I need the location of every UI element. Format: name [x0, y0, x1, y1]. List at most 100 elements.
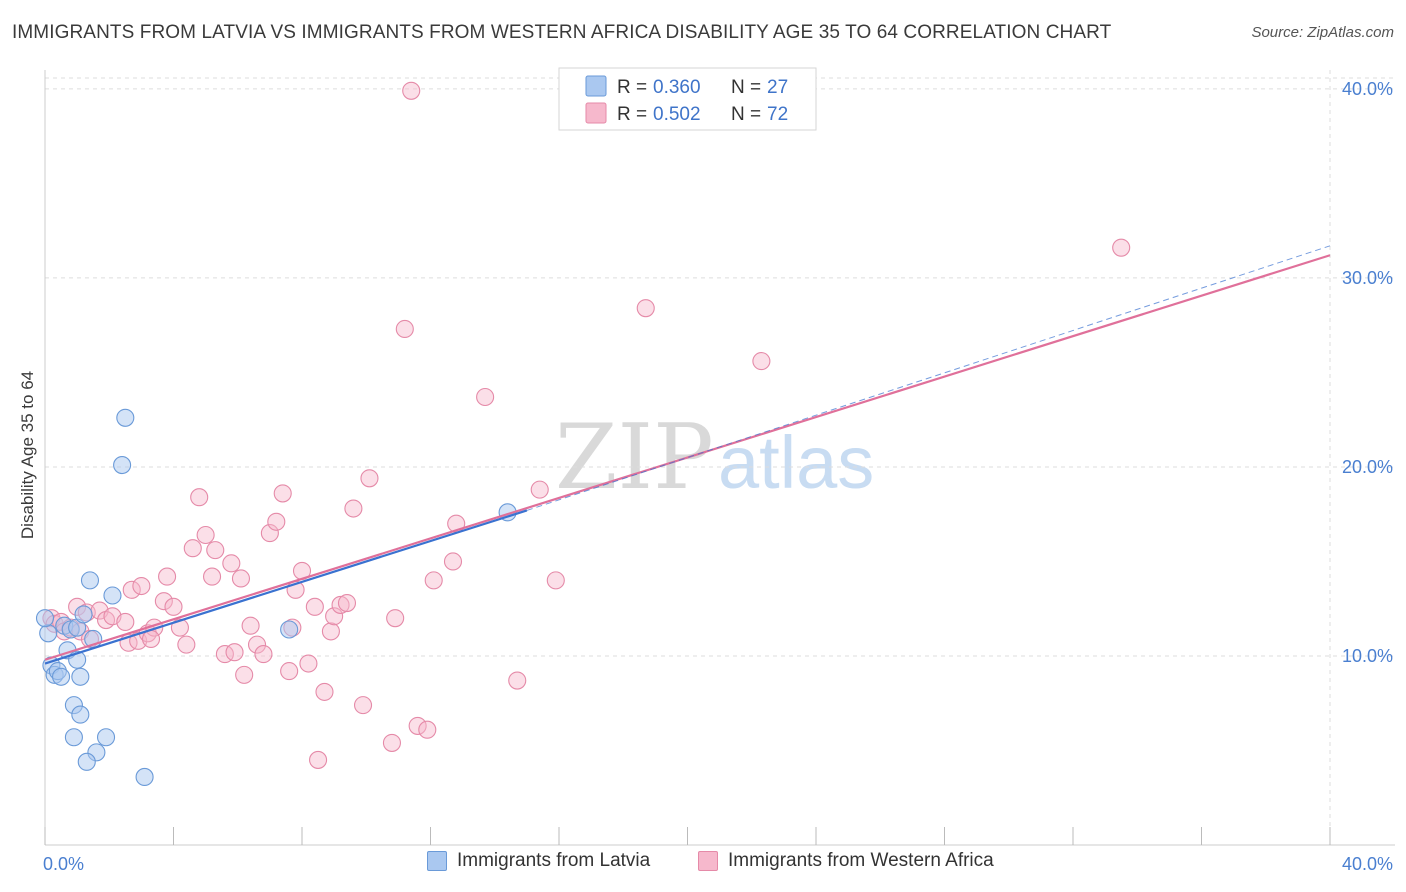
point-western-africa [122, 580, 141, 599]
point-latvia [80, 571, 100, 590]
point-western-africa [530, 480, 549, 499]
legend-n-value-western-africa: 72 [767, 104, 788, 125]
y-tick-label: 20.0% [1342, 457, 1393, 477]
point-western-africa [752, 352, 771, 371]
point-western-africa [235, 665, 254, 684]
legend-swatch-western-africa [585, 102, 607, 124]
point-western-africa [132, 576, 151, 596]
y-tick-label: 30.0% [1342, 268, 1393, 288]
point-western-africa [1112, 238, 1131, 257]
point-western-africa [353, 696, 373, 715]
legend-n-label-latvia: N = [731, 77, 761, 98]
legend-r-label-western-africa: R = [617, 104, 647, 125]
point-western-africa [260, 524, 279, 543]
y-axis-label: Disability Age 35 to 64 [18, 371, 37, 539]
bottom-legend-swatch-western-africa [698, 851, 718, 871]
bottom-legend-label-latvia: Immigrants from Latvia [457, 850, 651, 871]
point-western-africa [636, 299, 655, 318]
point-western-africa [247, 635, 267, 654]
point-western-africa [309, 750, 328, 769]
point-western-africa [337, 593, 357, 613]
legend-box: R = 0.360 N = 27 R = 0.502 N = 72 [558, 67, 817, 131]
point-western-africa [280, 662, 299, 681]
point-western-africa [141, 629, 161, 649]
point-western-africa [299, 654, 318, 673]
bottom-legend-swatch-latvia [427, 851, 447, 871]
point-western-africa [382, 733, 402, 752]
point-western-africa [196, 525, 215, 545]
point-western-africa [360, 469, 379, 488]
point-western-africa [241, 616, 260, 635]
point-western-africa [305, 597, 324, 616]
bottom-legend-western-africa: Immigrants from Western Africa [698, 850, 994, 872]
point-latvia [135, 767, 154, 787]
bottom-legend-latvia: Immigrants from Latvia [427, 850, 650, 872]
trend-line-western-africa [44, 254, 1331, 661]
point-latvia [64, 728, 83, 747]
point-latvia [116, 408, 135, 427]
point-western-africa [206, 541, 225, 560]
point-western-africa [443, 552, 463, 571]
x-tick-label: 0.0% [43, 854, 84, 874]
point-western-africa [183, 539, 202, 558]
legend-r-value-western-africa: 0.502 [653, 104, 701, 125]
point-western-africa [424, 571, 443, 590]
point-western-africa [273, 484, 292, 503]
series-latvia-points [35, 408, 517, 787]
point-western-africa [170, 618, 189, 637]
legend-n-label-western-africa: N = [731, 104, 761, 125]
watermark-atlas: atlas [718, 421, 874, 504]
point-latvia [103, 586, 122, 605]
point-western-africa [116, 612, 135, 632]
point-western-africa [395, 319, 414, 339]
chart-title: IMMIGRANTS FROM LATVIA VS IMMIGRANTS FRO… [12, 22, 1112, 43]
point-latvia [280, 620, 299, 639]
x-tick-labels: 0.0% 40.0% [43, 854, 1393, 874]
point-western-africa [190, 488, 209, 507]
legend-n-value-latvia: 27 [767, 77, 788, 98]
point-western-africa [154, 592, 173, 611]
y-tick-labels: 10.0% 20.0% 30.0% 40.0% [1342, 79, 1393, 666]
point-western-africa [222, 554, 241, 573]
point-latvia [52, 667, 71, 686]
point-western-africa [418, 720, 437, 739]
point-western-africa [344, 499, 363, 518]
point-latvia [113, 456, 132, 475]
point-western-africa [386, 609, 405, 628]
y-tick-label: 40.0% [1342, 79, 1393, 99]
bottom-legend: Immigrants from Latvia Immigrants from W… [0, 850, 1406, 880]
point-latvia [71, 705, 90, 724]
point-western-africa [177, 635, 196, 654]
point-western-africa [476, 387, 495, 407]
point-western-africa [546, 571, 565, 590]
point-western-africa [267, 512, 286, 531]
trend-lines [44, 245, 1331, 665]
y-tick-label: 10.0% [1342, 646, 1393, 666]
point-western-africa [158, 567, 177, 586]
legend-swatch-latvia [585, 75, 607, 97]
point-western-africa [402, 81, 421, 100]
point-latvia [77, 752, 96, 771]
source-label: Source: ZipAtlas.com [1251, 24, 1394, 41]
point-latvia [39, 624, 58, 643]
legend-r-value-latvia: 0.360 [653, 77, 701, 98]
trend-line-latvia [44, 509, 528, 665]
point-western-africa [315, 682, 334, 701]
point-western-africa [225, 643, 244, 662]
point-western-africa [408, 716, 427, 735]
trend-line-latvia-extension [526, 245, 1331, 511]
point-latvia [71, 667, 90, 686]
bottom-legend-label-western-africa: Immigrants from Western Africa [728, 850, 994, 871]
point-western-africa [508, 671, 527, 690]
point-western-africa [331, 595, 350, 614]
point-western-africa [231, 569, 251, 588]
point-western-africa [164, 597, 183, 616]
point-western-africa [325, 607, 344, 626]
point-latvia [35, 609, 55, 628]
point-western-africa [203, 567, 222, 586]
point-latvia [96, 728, 116, 747]
legend-r-label-latvia: R = [617, 77, 647, 98]
point-latvia [74, 605, 93, 624]
x-tick-label: 40.0% [1342, 854, 1393, 874]
